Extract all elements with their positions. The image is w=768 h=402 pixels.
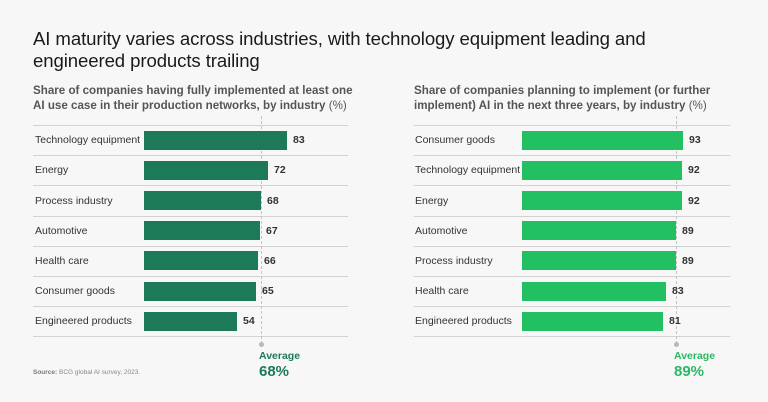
right-subtitle-text: implement) AI in the next three years, b…: [414, 98, 686, 112]
left-average-marker: [259, 342, 264, 347]
right-category-label: Technology equipment: [415, 164, 521, 176]
right-category-label: Energy: [415, 195, 449, 207]
source-label: Source:: [33, 369, 58, 376]
left-row-separator: [33, 336, 348, 337]
left-category-label: Energy: [35, 164, 69, 176]
left-average-label: Average: [259, 350, 301, 362]
left-subtitle-unit: (%): [328, 98, 347, 112]
right-row-separator: [414, 276, 730, 277]
right-category-label: Process industry: [415, 255, 493, 267]
left-bar: [144, 282, 256, 301]
right-bar: [522, 282, 666, 301]
right-row-separator: [414, 306, 730, 307]
right-category-label: Automotive: [415, 225, 468, 237]
left-value-label: 83: [293, 134, 305, 146]
left-subtitle-line-2: AI use case in their production networks…: [33, 99, 363, 114]
right-chart-subtitle: Share of companies planning to implement…: [414, 84, 744, 113]
left-category-label: Technology equipment: [35, 134, 141, 146]
left-row-separator: [33, 276, 348, 277]
left-bar: [144, 221, 260, 240]
right-row-separator: [414, 336, 730, 337]
right-subtitle-line-1: Share of companies planning to implement…: [414, 84, 711, 97]
left-row-separator: [33, 185, 348, 186]
left-category-label: Health care: [35, 255, 89, 267]
right-row-separator: [414, 246, 730, 247]
right-row-separator: [414, 185, 730, 186]
left-value-label: 72: [274, 164, 286, 176]
right-subtitle-line-2: implement) AI in the next three years, b…: [414, 99, 744, 114]
chart-title-line-1: AI maturity varies across industries, wi…: [33, 28, 646, 49]
right-bar: [522, 221, 676, 240]
right-bar: [522, 312, 663, 331]
left-row-separator: [33, 306, 348, 307]
right-value-label: 92: [688, 195, 700, 207]
left-subtitle-text: AI use case in their production networks…: [33, 98, 326, 112]
left-category-label: Automotive: [35, 225, 88, 237]
left-value-label: 66: [264, 255, 276, 267]
left-value-label: 68: [267, 195, 279, 207]
right-subtitle-unit: (%): [688, 98, 707, 112]
right-value-label: 89: [682, 225, 694, 237]
left-bar: [144, 161, 268, 180]
left-bar: [144, 251, 258, 270]
right-category-label: Engineered products: [415, 315, 512, 327]
right-category-label: Consumer goods: [415, 134, 495, 146]
left-row-separator: [33, 155, 348, 156]
right-value-label: 92: [688, 164, 700, 176]
right-value-label: 81: [669, 315, 681, 327]
left-bar: [144, 312, 237, 331]
right-row-separator: [414, 216, 730, 217]
chart-title-line-2: engineered products trailing: [33, 50, 260, 71]
right-bar: [522, 191, 682, 210]
left-bar: [144, 191, 261, 210]
chart-title: AI maturity varies across industries, wi…: [33, 28, 733, 72]
right-row-separator: [414, 125, 730, 126]
right-row-separator: [414, 155, 730, 156]
right-bar: [522, 251, 676, 270]
left-category-label: Process industry: [35, 195, 113, 207]
right-value-label: 83: [672, 285, 684, 297]
right-average-value: 89%: [674, 363, 705, 380]
right-value-label: 93: [689, 134, 701, 146]
right-bar: [522, 161, 682, 180]
left-row-separator: [33, 125, 348, 126]
left-average-value: 68%: [259, 363, 290, 380]
left-value-label: 67: [266, 225, 278, 237]
left-row-separator: [33, 216, 348, 217]
left-chart-subtitle: Share of companies having fully implemen…: [33, 84, 363, 113]
left-category-label: Consumer goods: [35, 285, 115, 297]
right-average-label: Average: [674, 350, 716, 362]
left-value-label: 54: [243, 315, 255, 327]
right-bar: [522, 131, 683, 150]
right-average-marker: [674, 342, 679, 347]
left-value-label: 65: [262, 285, 274, 297]
left-average-line: [261, 116, 262, 344]
left-subtitle-line-1: Share of companies having fully implemen…: [33, 84, 353, 97]
source-text: BCG global AI survey, 2023.: [59, 369, 141, 376]
left-row-separator: [33, 246, 348, 247]
left-bar: [144, 131, 287, 150]
left-category-label: Engineered products: [35, 315, 132, 327]
right-value-label: 89: [682, 255, 694, 267]
right-category-label: Health care: [415, 285, 469, 297]
right-average-line: [676, 116, 677, 344]
source-note: Source: BCG global AI survey, 2023.: [33, 369, 140, 376]
